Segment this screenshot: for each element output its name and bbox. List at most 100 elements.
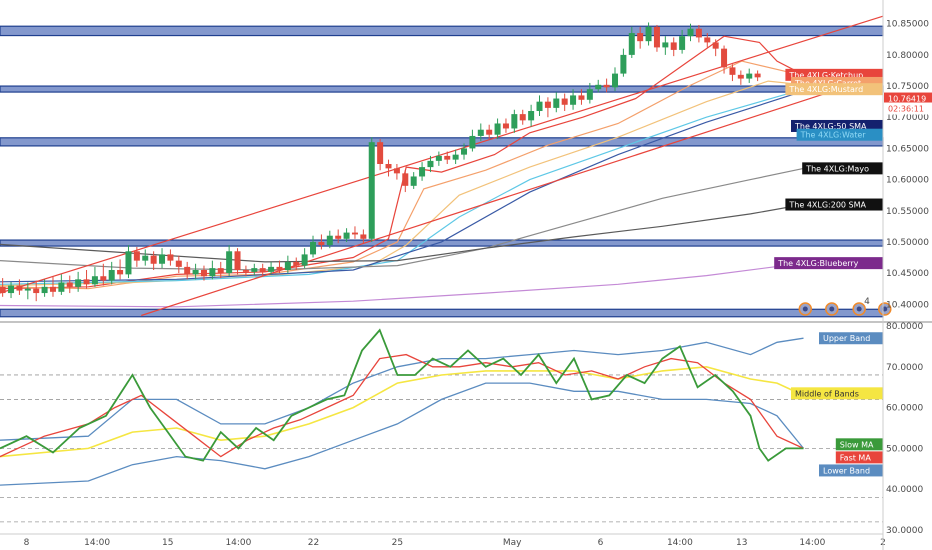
candle[interactable] <box>536 95 543 116</box>
price-tag[interactable]: The 4XLG:Blueberry <box>774 257 883 270</box>
candle[interactable] <box>603 78 610 93</box>
candle[interactable] <box>477 123 484 141</box>
candle[interactable] <box>167 249 174 266</box>
osc-tag[interactable]: Fast MA <box>835 451 883 464</box>
candle[interactable] <box>142 249 149 266</box>
candle[interactable] <box>242 265 249 277</box>
zone-2[interactable] <box>0 137 884 147</box>
candle[interactable] <box>393 164 400 180</box>
candle[interactable] <box>318 234 325 250</box>
candle[interactable] <box>83 269 90 289</box>
candle[interactable] <box>259 263 266 276</box>
candle[interactable] <box>234 248 241 275</box>
candle[interactable] <box>628 26 635 59</box>
candle[interactable] <box>75 271 82 292</box>
candle[interactable] <box>8 281 15 299</box>
candle[interactable] <box>326 230 333 249</box>
candle[interactable] <box>133 246 140 267</box>
candle[interactable] <box>721 45 728 74</box>
candle[interactable] <box>100 263 107 286</box>
candle[interactable] <box>435 151 442 166</box>
candle[interactable] <box>49 276 56 297</box>
price-tag[interactable]: The 4XLG:Mustard <box>785 83 883 96</box>
candle[interactable] <box>737 70 744 85</box>
candle[interactable] <box>125 245 132 279</box>
candle[interactable] <box>729 64 736 82</box>
candle[interactable] <box>301 248 308 269</box>
osc-series-1[interactable] <box>0 365 804 458</box>
candle[interactable] <box>351 226 358 239</box>
candle[interactable] <box>419 162 426 181</box>
candle[interactable] <box>570 89 577 110</box>
osc-series-3[interactable] <box>0 353 804 458</box>
candle[interactable] <box>679 29 686 54</box>
zone-0[interactable] <box>0 25 884 37</box>
candle[interactable] <box>16 279 23 295</box>
candle[interactable] <box>578 89 585 105</box>
candle[interactable] <box>427 155 434 173</box>
candle[interactable] <box>670 37 677 57</box>
candle[interactable] <box>410 172 417 189</box>
candle[interactable] <box>360 229 367 244</box>
candle[interactable] <box>653 24 660 52</box>
candle[interactable] <box>293 257 300 270</box>
price-pane[interactable]: 4 10.85000 10.80000 10.75000 10.70000 10.6500… <box>0 15 932 318</box>
candle[interactable] <box>268 261 275 275</box>
oscillator-pane[interactable]: 80.0000 70.0000 60.0000 50.0000 40.0000 30.00… <box>0 322 923 536</box>
candle[interactable] <box>117 259 124 280</box>
candle[interactable] <box>91 266 98 287</box>
candle[interactable] <box>159 248 166 269</box>
candle[interactable] <box>712 39 719 57</box>
candle[interactable] <box>461 143 468 160</box>
ma-line-0[interactable] <box>0 35 804 290</box>
candle[interactable] <box>402 170 409 193</box>
osc-series-0[interactable] <box>0 337 804 441</box>
candle[interactable] <box>24 282 31 300</box>
candle[interactable] <box>746 68 753 83</box>
price-tag[interactable]: The 4XLG:Water <box>796 128 883 141</box>
zone-3[interactable] <box>0 239 884 247</box>
channel-line-0[interactable] <box>0 15 884 294</box>
price-tag[interactable]: The 4XLG:200 SMA <box>785 198 883 211</box>
candle[interactable] <box>695 24 702 43</box>
osc-tag[interactable]: Slow MA <box>835 438 883 451</box>
candle[interactable] <box>58 274 65 295</box>
ma-line-7[interactable] <box>0 262 804 308</box>
candle[interactable] <box>108 261 115 285</box>
candle[interactable] <box>553 92 560 113</box>
osc-series-4[interactable] <box>0 328 804 462</box>
candle[interactable] <box>687 23 694 42</box>
candle[interactable] <box>251 263 258 276</box>
candle[interactable] <box>150 251 157 270</box>
candle[interactable] <box>209 260 216 280</box>
candle[interactable] <box>754 70 761 82</box>
price-tag[interactable]: 10.76419 <box>884 92 932 105</box>
ma-line-4[interactable] <box>0 90 804 283</box>
candle[interactable] <box>586 82 593 104</box>
candle[interactable] <box>452 149 459 164</box>
candle[interactable] <box>368 137 375 242</box>
candle[interactable] <box>226 245 233 277</box>
channel-line-1[interactable] <box>141 74 884 317</box>
candle[interactable] <box>544 97 551 118</box>
candle[interactable] <box>184 261 191 280</box>
candle[interactable] <box>175 255 182 274</box>
price-tag[interactable]: The 4XLG:Mayo <box>802 162 883 175</box>
candle[interactable] <box>561 93 568 112</box>
osc-tag[interactable]: Middle of Bands <box>791 387 883 400</box>
candle[interactable] <box>66 275 73 294</box>
candle[interactable] <box>637 26 644 49</box>
ma-line-6[interactable] <box>0 203 804 263</box>
candle[interactable] <box>377 139 384 171</box>
osc-tag[interactable]: Lower Band <box>819 464 883 477</box>
candle[interactable] <box>444 151 451 164</box>
candle[interactable] <box>612 67 619 92</box>
candle[interactable] <box>276 260 283 274</box>
candle[interactable] <box>284 255 291 274</box>
candle[interactable] <box>33 280 40 302</box>
candle[interactable] <box>192 263 199 280</box>
zone-4[interactable] <box>0 308 884 318</box>
candle[interactable] <box>343 228 350 242</box>
candle[interactable] <box>662 36 669 55</box>
